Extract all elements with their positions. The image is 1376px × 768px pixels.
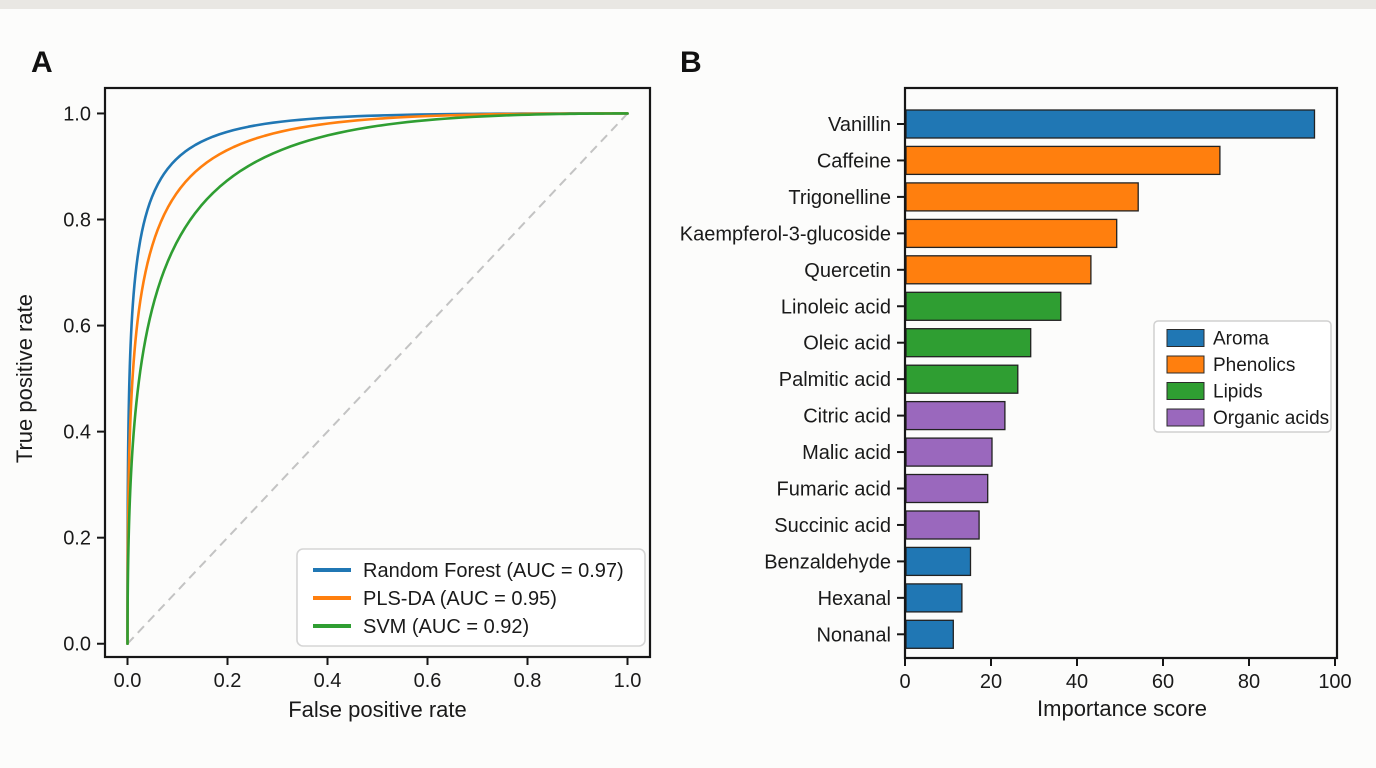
bar-linoleic-acid	[905, 291, 1062, 321]
panel-a-label: A	[31, 46, 53, 79]
roc-y-tick-label: 0.0	[63, 634, 91, 656]
importance-legend-label: Lipids	[1213, 382, 1263, 403]
roc-legend-box	[296, 548, 646, 647]
importance-x-tick-label: 40	[1066, 671, 1088, 693]
roc-legend-item-pls-da: PLS-DA (AUC = 0.95)	[313, 588, 557, 610]
bar-label-trigonelline: Trigonelline	[788, 187, 891, 209]
bar-nonanal	[905, 619, 954, 649]
roc-x-tick-label: 0.6	[414, 670, 442, 692]
roc-x-tick-label: 0.4	[314, 670, 342, 692]
chance-diagonal-line	[126, 112, 629, 645]
importance-legend-swatch	[1166, 408, 1205, 427]
roc-curve-svm	[126, 112, 629, 646]
bar-label-succinic-acid: Succinic acid	[774, 515, 891, 537]
bar-label-caffeine: Caffeine	[817, 150, 891, 172]
roc-y-tick-label: 0.8	[63, 210, 91, 232]
roc-legend-item-random-forest: Random Forest (AUC = 0.97)	[313, 560, 624, 582]
importance-legend-item-lipids: Lipids	[1166, 382, 1263, 403]
importance-axes-box	[903, 86, 1339, 660]
bar-label-kaempferol-3-glucoside: Kaempferol-3-glucoside	[680, 223, 891, 245]
bar-hexanal	[905, 583, 963, 613]
importance-legend: Aroma Phenolics Lipids Organic acids	[1153, 320, 1332, 433]
roc-legend-label: SVM (AUC = 0.92)	[363, 616, 529, 638]
bar-fumaric-acid	[905, 473, 989, 504]
importance-legend-box	[1153, 320, 1332, 433]
bar-label-fumaric-acid: Fumaric acid	[777, 479, 891, 501]
importance-chart: Vanillin Caffeine Trigonelline Kaempferol-3…	[680, 86, 1352, 721]
importance-x-tick-label: 20	[980, 671, 1002, 693]
bar-label-linoleic-acid: Linoleic acid	[781, 296, 891, 318]
bar-citric-acid	[905, 400, 1006, 431]
roc-x-axis-label: False positive rate	[288, 697, 467, 722]
bar-label-malic-acid: Malic acid	[802, 442, 891, 464]
roc-y-tick-label: 0.6	[63, 316, 91, 338]
roc-y-tick-label: 1.0	[63, 103, 91, 125]
bar-benzaldehyde	[905, 546, 972, 577]
bar-quercetin	[905, 255, 1092, 285]
roc-x-tick-label: 0.8	[514, 670, 542, 692]
bar-label-citric-acid: Citric acid	[803, 406, 891, 428]
roc-y-axis-label: True positive rate	[12, 294, 37, 463]
importance-legend-swatch	[1166, 355, 1205, 374]
bar-succinic-acid	[905, 510, 980, 540]
bar-vanillin	[905, 109, 1316, 139]
bar-label-quercetin: Quercetin	[804, 260, 891, 282]
importance-legend-label: Aroma	[1213, 329, 1269, 350]
importance-legend-item-phenolics: Phenolics	[1166, 355, 1295, 376]
bar-caffeine	[905, 145, 1221, 176]
importance-legend-swatch	[1166, 382, 1205, 400]
bar-palmitic-acid	[905, 364, 1019, 394]
importance-legend-label: Organic acids	[1213, 408, 1329, 429]
importance-legend-item-aroma: Aroma	[1166, 329, 1269, 350]
panel-b-label: B	[680, 46, 702, 79]
roc-chart: 0.0 0.2 0.4 0.6 0.8 1.0 0.0 0.2 0.4 0.6 0.8 1.0 Fals…	[12, 86, 652, 722]
importance-x-tick-label: 0	[899, 671, 910, 693]
bar-trigonelline	[905, 182, 1139, 212]
bar-label-vanillin: Vanillin	[828, 114, 891, 136]
bar-label-palmitic-acid: Palmitic acid	[779, 369, 891, 391]
bar-malic-acid	[905, 437, 993, 467]
roc-legend: Random Forest (AUC = 0.97) PLS-DA (AUC = …	[296, 548, 646, 647]
importance-x-tick-label: 60	[1152, 671, 1174, 693]
bar-kaempferol-3-glucoside	[905, 218, 1118, 249]
importance-legend-swatch	[1166, 329, 1205, 347]
bar-oleic-acid	[905, 328, 1032, 358]
bar-label-nonanal: Nonanal	[816, 624, 891, 646]
importance-x-tick-label: 100	[1318, 671, 1351, 693]
importance-legend-label: Phenolics	[1213, 355, 1295, 376]
roc-y-tick-label: 0.4	[63, 422, 91, 444]
bar-label-oleic-acid: Oleic acid	[803, 333, 891, 355]
roc-y-tick-label: 0.2	[63, 528, 91, 550]
bar-label-hexanal: Hexanal	[818, 588, 891, 610]
bar-label-benzaldehyde: Benzaldehyde	[764, 551, 891, 573]
importance-legend-item-organic-acids: Organic acids	[1166, 408, 1329, 429]
roc-axes-box	[103, 86, 652, 659]
roc-x-tick-label: 0.2	[214, 670, 242, 692]
roc-x-tick-label: 1.0	[614, 670, 642, 692]
roc-legend-label: PLS-DA (AUC = 0.95)	[363, 588, 557, 610]
roc-legend-item-svm: SVM (AUC = 0.92)	[313, 616, 529, 638]
roc-legend-label: Random Forest (AUC = 0.97)	[363, 560, 624, 582]
top-border	[0, 0, 1376, 9]
importance-x-tick-label: 80	[1238, 671, 1260, 693]
importance-x-axis-label: Importance score	[1037, 696, 1207, 721]
roc-x-tick-label: 0.0	[114, 670, 142, 692]
